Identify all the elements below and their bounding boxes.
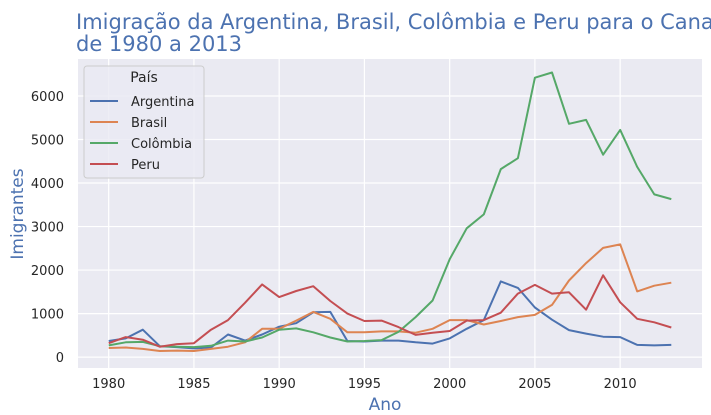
series-lines [108, 71, 672, 352]
x-tick-label: 2000 [433, 377, 466, 392]
series-line-brasil [108, 243, 672, 352]
x-tick-label: 2005 [518, 377, 551, 392]
legend-label-brasil: Brasil [131, 116, 167, 131]
y-axis-label: Imigrantes [8, 168, 28, 259]
x-tick-label: 1990 [263, 377, 296, 392]
series-line-colombia [108, 71, 672, 349]
y-tick-label: 6000 [31, 90, 64, 105]
legend-box [83, 65, 205, 179]
y-tick-label: 2000 [31, 264, 64, 279]
series-line-peru [108, 274, 672, 348]
y-tick-label: 0 [56, 351, 64, 366]
x-tick-label: 2010 [604, 377, 637, 392]
y-tick-label: 5000 [31, 134, 64, 149]
chart-title-line2: de 1980 a 2013 [76, 32, 242, 56]
series-line-argentina [108, 280, 672, 350]
x-tick-label: 1995 [348, 377, 381, 392]
x-tick-label: 1985 [177, 377, 210, 392]
legend: País Argentina Brasil Colômbia Peru [83, 65, 205, 179]
legend-title: País [130, 70, 158, 86]
legend-label-argentina: Argentina [131, 95, 194, 110]
chart-title-line1: Imigração da Argentina, Brasil, Colômbia… [76, 10, 711, 34]
legend-entries: Argentina Brasil Colômbia Peru [90, 95, 194, 173]
x-tick-label: 1980 [92, 377, 125, 392]
y-tick-label: 1000 [31, 308, 64, 323]
legend-label-peru: Peru [131, 158, 160, 173]
y-tick-label: 3000 [31, 221, 64, 236]
legend-label-colombia: Colômbia [131, 137, 192, 152]
x-tick-labels: 1980 1985 1990 1995 2000 2005 2010 [92, 377, 637, 392]
grid-lines [78, 59, 702, 368]
x-axis-label: Ano [369, 395, 402, 415]
y-tick-label: 4000 [31, 177, 64, 192]
y-tick-labels: 0 1000 2000 3000 4000 5000 6000 [31, 90, 64, 366]
